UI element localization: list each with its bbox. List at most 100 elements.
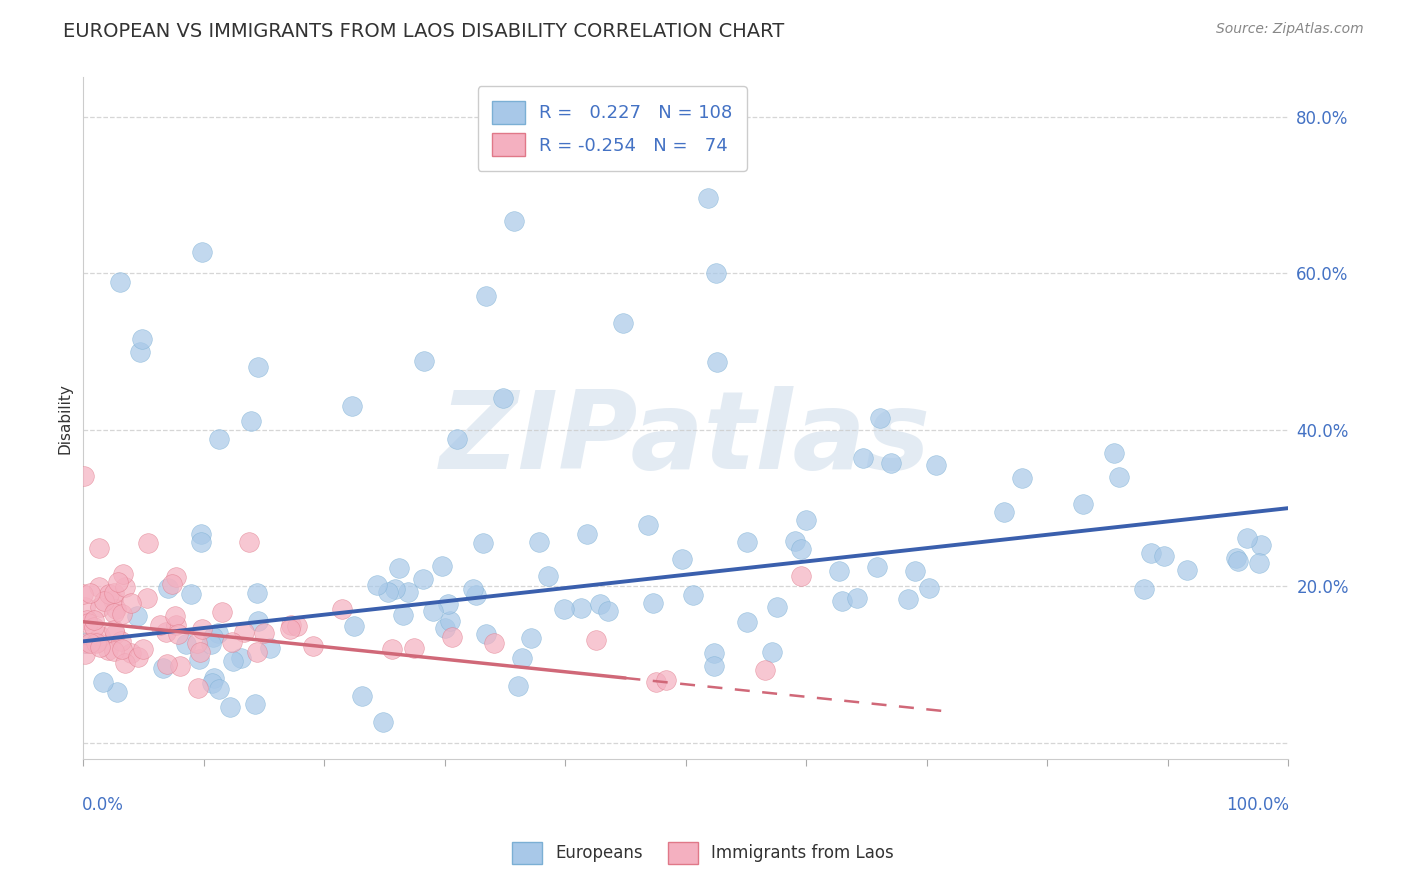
Point [103,586,125,600]
Point [704,266,727,280]
Point [84,636,107,650]
Point [97,643,120,657]
Point [246,359,269,374]
Point [93,593,115,607]
Point [446,433,468,447]
Point [259,641,281,656]
Point [1140,546,1163,560]
Point [97,587,120,601]
Point [482,636,505,650]
Point [201,630,224,644]
Point [79,586,101,600]
Point [510,651,533,665]
Point [103,644,125,658]
Point [166,570,188,584]
Point [831,594,853,608]
Point [202,671,225,685]
Point [127,608,149,623]
Point [897,591,920,606]
Point [89,600,111,615]
Point [73,636,96,650]
Point [440,630,463,644]
Point [83,613,105,627]
Point [475,627,498,641]
Point [655,673,678,688]
Point [280,618,302,632]
Point [1247,556,1270,570]
Point [373,714,395,729]
Point [191,244,214,259]
Point [129,344,152,359]
Point [1226,554,1249,568]
Point [598,604,620,618]
Legend: R =   0.227   N = 108, R = -0.254   N =   74: R = 0.227 N = 108, R = -0.254 N = 74 [478,87,747,170]
Point [229,651,252,665]
Point [191,622,214,636]
Point [589,597,612,611]
Point [165,618,187,632]
Point [925,458,948,472]
Point [645,674,668,689]
Point [1153,549,1175,564]
Point [190,535,212,549]
Point [527,535,550,549]
Point [761,645,783,659]
Point [76,613,98,627]
Point [136,591,159,605]
Point [207,432,229,446]
Point [156,582,179,596]
Point [433,621,456,635]
Point [585,632,607,647]
Point [110,634,132,648]
Point [1011,471,1033,485]
Point [735,535,758,549]
Point [754,663,776,677]
Point [502,214,524,228]
Point [1225,551,1247,566]
Point [1133,582,1156,596]
Point [180,587,202,601]
Point [103,624,125,638]
Point [105,685,128,699]
Point [706,354,728,368]
Point [221,635,243,649]
Point [208,681,231,696]
Point [75,647,97,661]
Point [388,560,411,574]
Point [537,569,560,583]
Point [87,541,110,556]
Point [735,615,758,629]
Point [783,533,806,548]
Point [492,391,515,405]
Point [114,656,136,670]
Point [637,518,659,533]
Point [278,623,301,637]
Point [103,607,125,621]
Point [392,607,415,622]
Point [880,456,903,470]
Point [1250,538,1272,552]
Point [869,410,891,425]
Point [828,564,851,578]
Point [200,637,222,651]
Y-axis label: Disability: Disability [58,383,72,453]
Point [352,689,374,703]
Point [160,576,183,591]
Point [91,675,114,690]
Point [246,614,269,628]
Text: 100.0%: 100.0% [1226,797,1289,814]
Point [253,625,276,640]
Point [127,649,149,664]
Point [993,505,1015,519]
Point [904,565,927,579]
Point [221,654,243,668]
Point [412,572,434,586]
Point [1071,498,1094,512]
Point [412,354,434,368]
Point [105,602,128,616]
Text: EUROPEAN VS IMMIGRANTS FROM LAOS DISABILITY CORRELATION CHART: EUROPEAN VS IMMIGRANTS FROM LAOS DISABIL… [63,22,785,41]
Text: 0.0%: 0.0% [82,797,124,814]
Point [671,552,693,566]
Point [612,317,634,331]
Point [703,646,725,660]
